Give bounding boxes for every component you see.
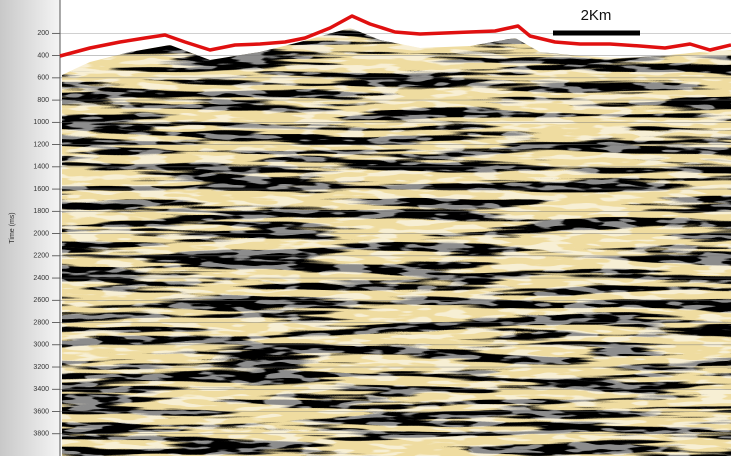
seismic-data — [60, 0, 731, 456]
y-tick-label: 1800 — [33, 208, 49, 215]
y-tick-label: 400 — [37, 52, 49, 59]
y-tick-label: 2000 — [33, 230, 49, 237]
y-tick-label: 800 — [37, 97, 49, 104]
y-tick-label: 3800 — [33, 431, 49, 438]
y-tick-label: 2800 — [33, 319, 49, 326]
y-tick-label: 2200 — [33, 253, 49, 260]
seismic-section: 2Km Time (ms) 200 400 600 800 1000 1200 1400 16… — [0, 0, 731, 456]
y-tick-label: 600 — [37, 75, 49, 82]
y-tick-label: 1000 — [33, 119, 49, 126]
y-tick-label: 2600 — [33, 297, 49, 304]
y-tick-label: 1600 — [33, 186, 49, 193]
y-tick-label: 200 — [37, 30, 49, 37]
y-tick-label: 3400 — [33, 386, 49, 393]
seismic-noise — [60, 0, 731, 456]
y-tick-label: 2400 — [33, 275, 49, 282]
y-tick-label: 3600 — [33, 408, 49, 415]
y-tick-label: 1400 — [33, 164, 49, 171]
y-tick-label: 3000 — [33, 342, 49, 349]
scale-bar-label: 2Km — [581, 7, 612, 24]
y-axis-label: Time (ms) — [9, 212, 16, 243]
y-tick-label: 1200 — [33, 141, 49, 148]
y-tick-label: 3200 — [33, 364, 49, 371]
